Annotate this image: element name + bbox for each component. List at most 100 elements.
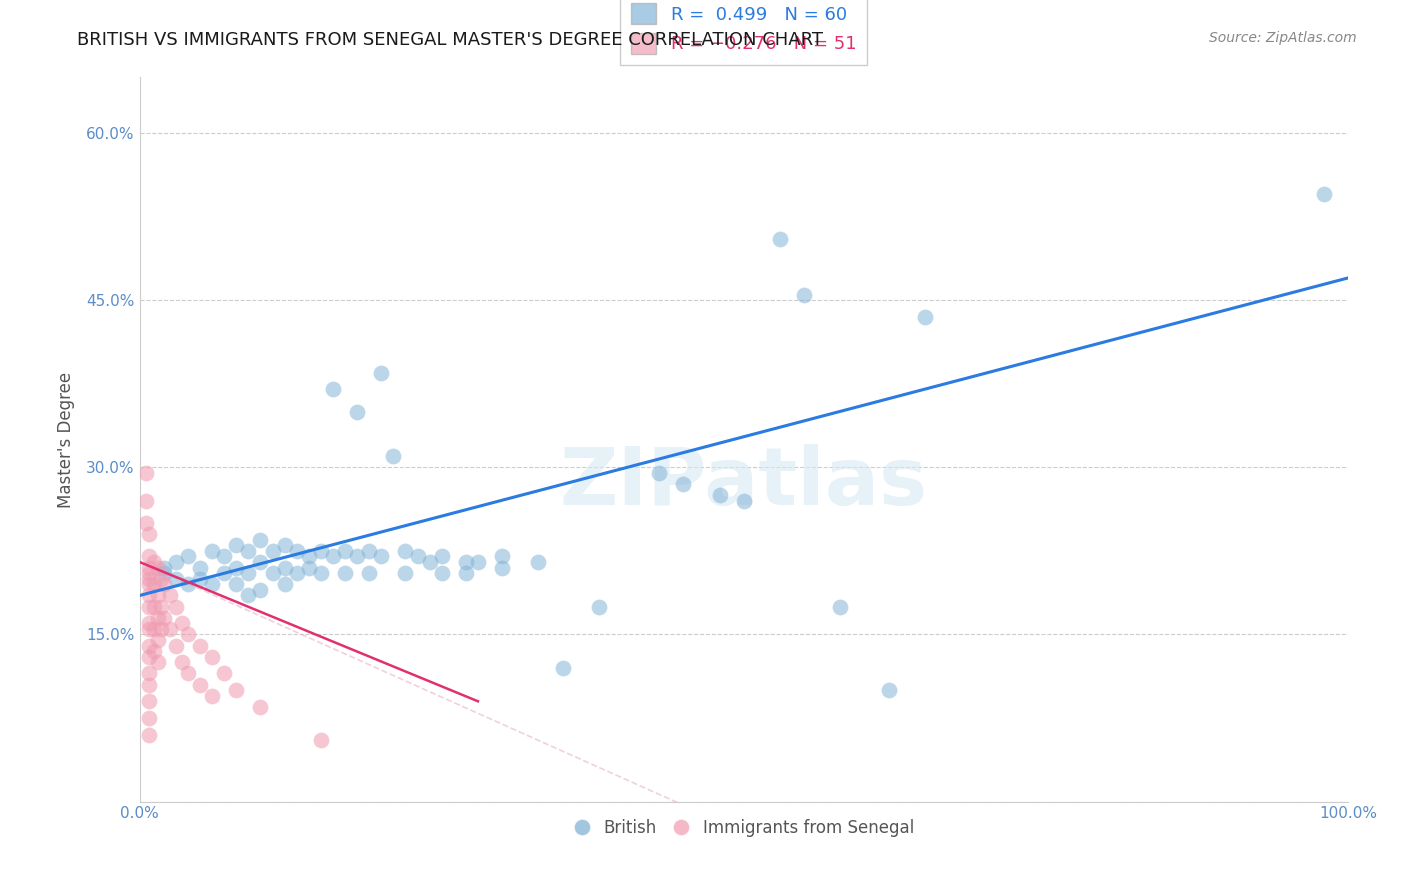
Text: BRITISH VS IMMIGRANTS FROM SENEGAL MASTER'S DEGREE CORRELATION CHART: BRITISH VS IMMIGRANTS FROM SENEGAL MASTE… bbox=[77, 31, 824, 49]
Point bbox=[138, 728, 160, 742]
Point bbox=[138, 711, 160, 725]
Point bbox=[188, 639, 211, 653]
Point bbox=[309, 566, 332, 581]
Point bbox=[793, 287, 815, 301]
Point bbox=[146, 560, 169, 574]
Point bbox=[212, 666, 235, 681]
Point bbox=[830, 599, 852, 614]
Point bbox=[201, 544, 224, 558]
Point bbox=[138, 666, 160, 681]
Point bbox=[146, 633, 169, 648]
Point bbox=[146, 656, 169, 670]
Y-axis label: Master's Degree: Master's Degree bbox=[58, 371, 75, 508]
Point bbox=[138, 694, 160, 708]
Text: Source: ZipAtlas.com: Source: ZipAtlas.com bbox=[1209, 31, 1357, 45]
Point bbox=[346, 404, 368, 418]
Point bbox=[262, 544, 284, 558]
Point bbox=[143, 555, 166, 569]
Point bbox=[138, 549, 160, 564]
Point bbox=[225, 538, 247, 552]
Point bbox=[238, 544, 260, 558]
Point bbox=[394, 544, 416, 558]
Point bbox=[138, 566, 160, 581]
Point bbox=[1313, 187, 1336, 202]
Point bbox=[238, 589, 260, 603]
Point bbox=[135, 466, 157, 480]
Text: ZIPatlas: ZIPatlas bbox=[560, 444, 928, 522]
Point bbox=[298, 549, 321, 564]
Point bbox=[672, 477, 695, 491]
Point bbox=[588, 599, 610, 614]
Point bbox=[225, 560, 247, 574]
Point bbox=[648, 466, 671, 480]
Point bbox=[138, 572, 160, 586]
Point bbox=[382, 449, 405, 463]
Point bbox=[394, 566, 416, 581]
Point bbox=[454, 566, 477, 581]
Point bbox=[188, 560, 211, 574]
Point bbox=[138, 577, 160, 591]
Point bbox=[138, 599, 160, 614]
Point bbox=[551, 661, 574, 675]
Point bbox=[138, 527, 160, 541]
Point bbox=[430, 566, 453, 581]
Point bbox=[143, 599, 166, 614]
Point bbox=[143, 622, 166, 636]
Point bbox=[146, 589, 169, 603]
Point bbox=[138, 616, 160, 631]
Point bbox=[165, 572, 187, 586]
Point bbox=[370, 366, 392, 380]
Point bbox=[135, 516, 157, 530]
Point bbox=[201, 577, 224, 591]
Point bbox=[322, 383, 344, 397]
Point bbox=[138, 589, 160, 603]
Point bbox=[491, 560, 513, 574]
Point bbox=[170, 656, 193, 670]
Point bbox=[153, 577, 176, 591]
Point bbox=[359, 544, 381, 558]
Point bbox=[153, 566, 176, 581]
Point bbox=[273, 538, 295, 552]
Point bbox=[249, 699, 271, 714]
Point bbox=[150, 572, 173, 586]
Point bbox=[262, 566, 284, 581]
Point bbox=[430, 549, 453, 564]
Point bbox=[177, 577, 200, 591]
Point bbox=[138, 560, 160, 574]
Point bbox=[165, 639, 187, 653]
Point bbox=[370, 549, 392, 564]
Point bbox=[454, 555, 477, 569]
Point bbox=[177, 627, 200, 641]
Point bbox=[177, 666, 200, 681]
Point bbox=[249, 533, 271, 547]
Point bbox=[225, 683, 247, 698]
Point bbox=[177, 549, 200, 564]
Point bbox=[491, 549, 513, 564]
Point bbox=[309, 733, 332, 747]
Point bbox=[333, 544, 356, 558]
Point bbox=[249, 555, 271, 569]
Legend: British, Immigrants from Senegal: British, Immigrants from Senegal bbox=[567, 813, 921, 844]
Point bbox=[153, 560, 176, 574]
Point bbox=[285, 566, 308, 581]
Point bbox=[201, 649, 224, 664]
Point bbox=[419, 555, 441, 569]
Point bbox=[769, 232, 792, 246]
Point bbox=[146, 611, 169, 625]
Point bbox=[159, 589, 181, 603]
Point bbox=[298, 560, 321, 574]
Point bbox=[143, 577, 166, 591]
Point bbox=[188, 677, 211, 691]
Point bbox=[135, 493, 157, 508]
Point bbox=[165, 555, 187, 569]
Point bbox=[212, 566, 235, 581]
Point bbox=[273, 577, 295, 591]
Point bbox=[709, 488, 731, 502]
Point bbox=[138, 639, 160, 653]
Point bbox=[346, 549, 368, 564]
Point bbox=[249, 582, 271, 597]
Point bbox=[359, 566, 381, 581]
Point bbox=[201, 689, 224, 703]
Point bbox=[238, 566, 260, 581]
Point bbox=[159, 622, 181, 636]
